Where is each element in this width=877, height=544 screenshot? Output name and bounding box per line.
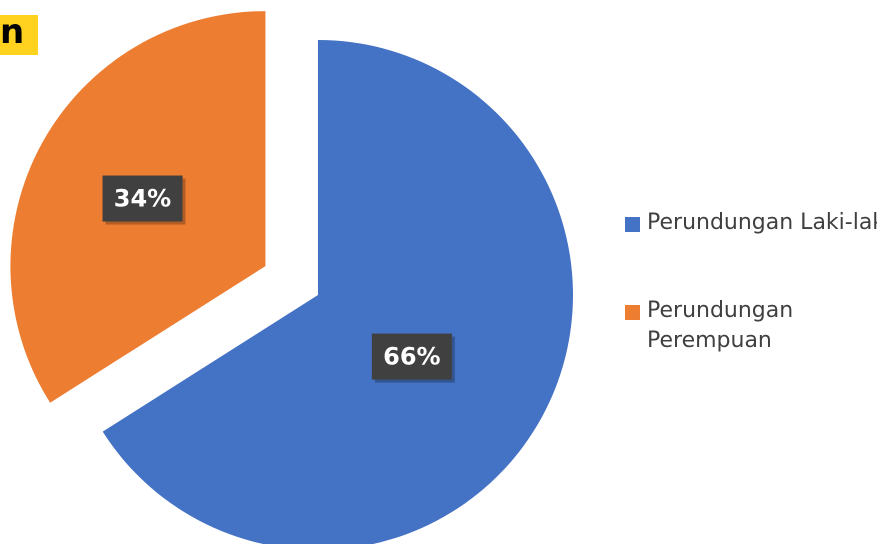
label-box <box>102 175 183 222</box>
legend-item: Perundungan Perempuan <box>625 296 877 356</box>
legend-label: Perundungan Laki-laki <box>647 210 877 235</box>
legend-item: Perundungan Laki-laki <box>625 208 877 238</box>
pie-slice <box>102 40 573 544</box>
legend-swatch <box>625 217 640 232</box>
legend-label: Perundungan Perempuan <box>647 298 794 353</box>
legend-swatch <box>625 305 640 320</box>
data-label: 66% <box>383 343 440 371</box>
label-box <box>371 333 452 380</box>
chart-title: n <box>0 15 38 55</box>
data-label: 34% <box>114 185 171 213</box>
